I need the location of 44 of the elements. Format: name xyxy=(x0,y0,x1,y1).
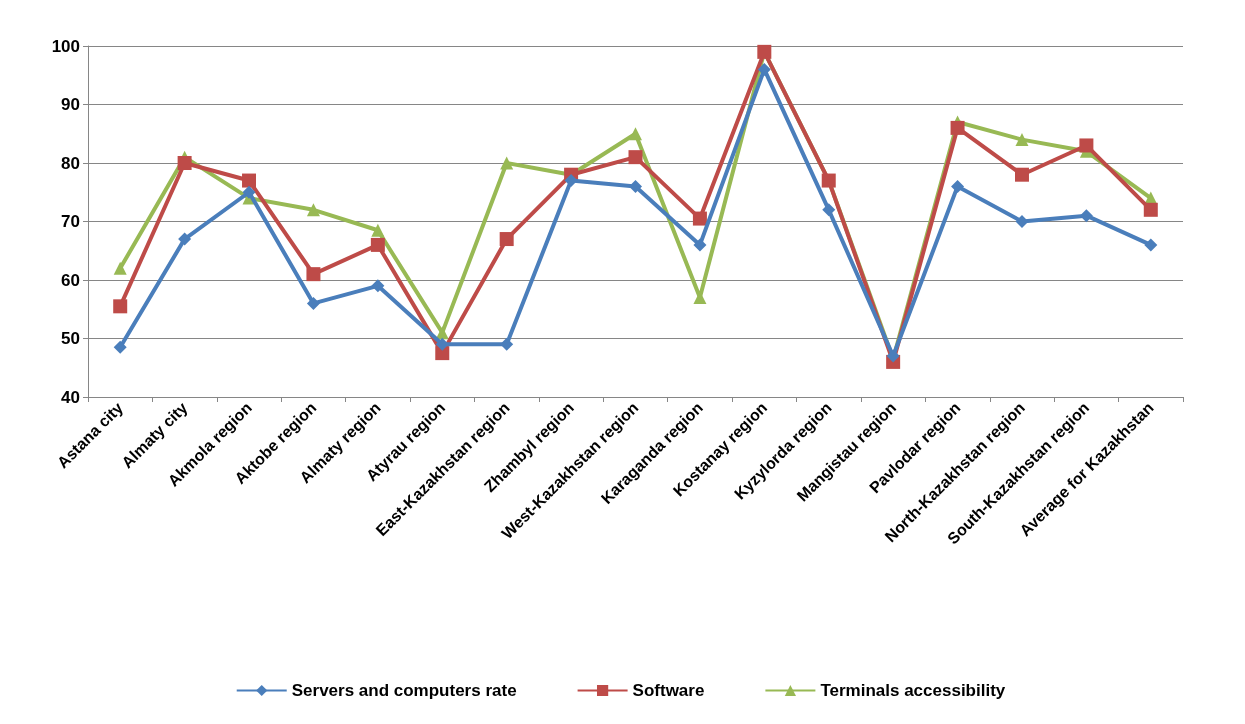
y-tick-label: 90 xyxy=(61,95,80,114)
point xyxy=(177,156,192,170)
point xyxy=(371,279,385,293)
point xyxy=(692,211,707,226)
point xyxy=(629,179,642,193)
point xyxy=(306,267,321,282)
point xyxy=(306,296,320,310)
y-tick-label: 40 xyxy=(61,387,80,407)
point xyxy=(435,337,449,351)
point xyxy=(499,232,514,247)
point xyxy=(1015,215,1029,228)
point xyxy=(628,150,643,165)
point xyxy=(1144,238,1158,252)
point xyxy=(1079,138,1094,153)
point xyxy=(370,237,385,252)
point xyxy=(500,156,514,170)
legend-label: Software xyxy=(632,681,705,700)
legend-label: Servers and computers rate xyxy=(291,681,517,700)
y-tick-label: 60 xyxy=(61,270,80,290)
point xyxy=(242,173,257,188)
point xyxy=(113,299,128,314)
point xyxy=(306,203,320,217)
point xyxy=(757,62,771,76)
point xyxy=(1014,167,1029,182)
point xyxy=(242,185,256,199)
y-tick-label: 70 xyxy=(61,212,80,231)
point xyxy=(371,223,385,237)
point xyxy=(1079,209,1093,223)
point xyxy=(822,203,836,217)
point xyxy=(951,179,965,193)
y-tick-label: 50 xyxy=(61,329,80,348)
point xyxy=(693,238,707,252)
point xyxy=(1143,202,1158,217)
point xyxy=(500,337,514,351)
point xyxy=(113,261,127,275)
point xyxy=(629,127,642,141)
point xyxy=(950,120,965,135)
point xyxy=(564,174,578,188)
y-tick-label: 100 xyxy=(51,36,80,56)
point xyxy=(113,340,127,354)
legend-label: Terminals accessibility xyxy=(820,681,1006,700)
point xyxy=(1015,133,1029,147)
y-tick-label: 80 xyxy=(61,153,80,173)
point xyxy=(178,232,192,246)
